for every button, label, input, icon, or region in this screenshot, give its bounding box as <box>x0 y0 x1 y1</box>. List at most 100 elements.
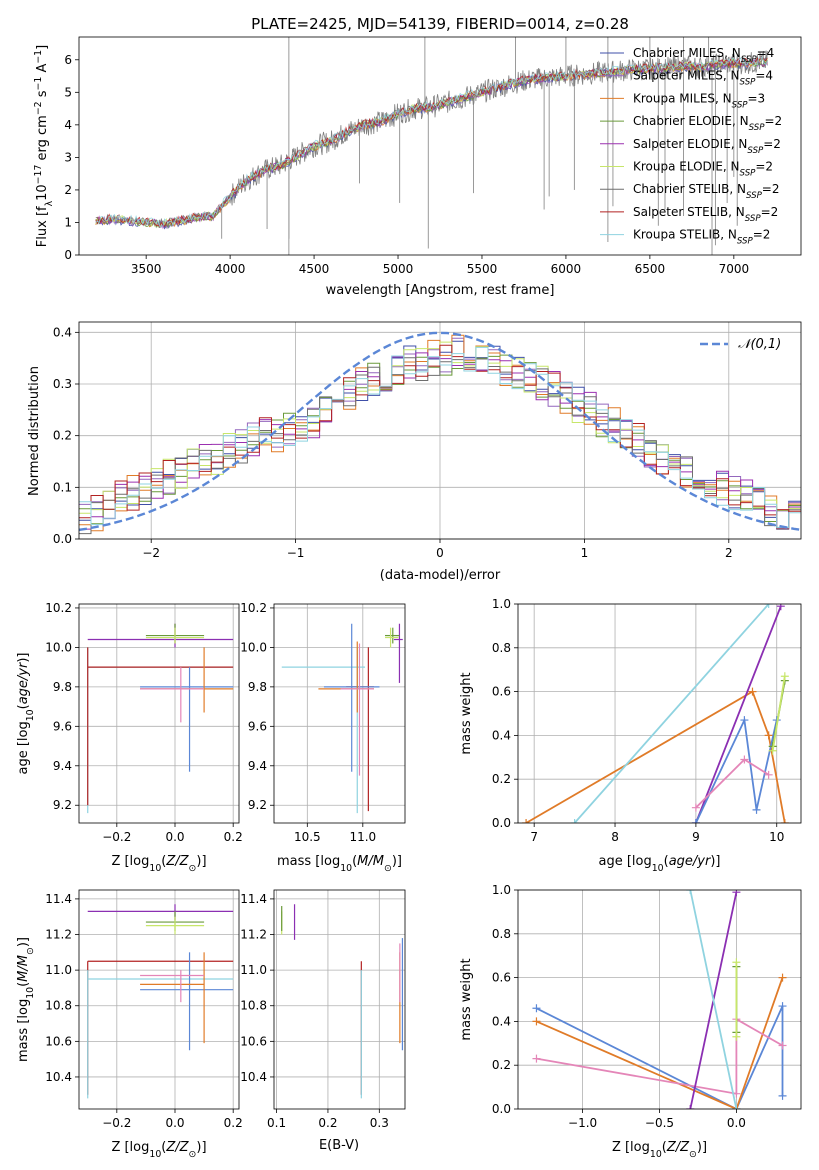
label-part: ( <box>16 704 31 709</box>
label-part: =2 <box>753 228 771 242</box>
label-part: )] <box>697 1140 707 1155</box>
label-part: Kroupa ELODIE, N <box>633 160 740 174</box>
tick-label-x: −0.2 <box>102 1116 131 1130</box>
label-part: age [log <box>598 854 651 869</box>
tick-label-y: 10.2 <box>240 601 267 615</box>
tick-label-y: 0.0 <box>492 816 511 830</box>
tick-label-y: 0.0 <box>492 1102 511 1116</box>
legend-label-salpeter_elodie: Salpeter ELODIE, NSSP=2 <box>633 137 781 156</box>
model-line-salpeter_elodie <box>95 57 768 230</box>
tick-label-y: 0.0 <box>53 532 72 546</box>
panel-age_vs_mass: 10.5 11.0 9.2 9.4 9.6 9.8 10.0 10.2 mass [log10(… <box>240 601 406 874</box>
label-part: =4 <box>755 69 773 83</box>
label-part: mass [log <box>277 854 340 869</box>
tick-label-y: 6 <box>64 53 72 67</box>
weight-line-salpeter_elodie_w <box>695 605 782 823</box>
weight-marker-salpeter_elodie_w <box>686 1105 695 1109</box>
x-axis-label: Z [log10(Z/Z⊙)] <box>111 854 206 874</box>
label-part: SSP <box>732 100 749 110</box>
label-part: 10 <box>340 863 352 874</box>
weight-line-salpeter_miles_w <box>536 1017 783 1095</box>
label-part: )] <box>392 854 402 869</box>
label-part: SSP <box>745 214 762 224</box>
label-part: ] <box>35 45 50 50</box>
label-part: )] <box>710 854 720 869</box>
weight-marker-kroupa_elodie_w <box>732 958 741 967</box>
tick-label-x: 4500 <box>299 262 330 276</box>
label-part: SSP <box>747 146 764 156</box>
tick-label-y: 11.0 <box>240 963 267 977</box>
tick-label-y: 1.0 <box>492 883 511 897</box>
label-part: Z [log <box>111 854 149 869</box>
weight-marker-salpeter_miles_w <box>532 1054 541 1063</box>
label-part: =2 <box>763 137 781 151</box>
axes-frame <box>78 36 802 256</box>
hist-step-chabrier_stelib <box>79 357 801 535</box>
y-axis-label: mass weight <box>459 958 474 1040</box>
tick-label-y: 11.4 <box>240 892 267 906</box>
label-part: )] <box>196 1140 206 1155</box>
label-part: ⊙ <box>689 1149 697 1160</box>
label-part: Z [log <box>612 1140 650 1155</box>
label-part: Kroupa MILES, N <box>633 91 732 105</box>
tick-label-y: 10.6 <box>240 1034 267 1048</box>
tick-label-x: 5000 <box>383 262 414 276</box>
weight-marker-chabrier_miles_w <box>740 716 749 725</box>
label-part: SSP <box>741 55 758 65</box>
label-part: erg cm <box>35 115 50 164</box>
label-part: Salpeter STELIB, N <box>633 205 745 219</box>
x-axis-label: Z [log10(Z/Z⊙)] <box>612 1140 707 1160</box>
weight-marker-kroupa_miles_w <box>778 973 787 982</box>
weight-line-kroupa_elodie_w <box>771 676 786 751</box>
label-part: SSP <box>740 78 757 88</box>
tick-label-y: 2 <box>64 183 72 197</box>
axes-frame <box>78 603 240 824</box>
label-part: M/M <box>16 955 31 982</box>
weight-marker-kroupa_miles_w <box>532 1017 541 1026</box>
weight-marker-kroupa_miles_w <box>764 731 773 740</box>
plot-area <box>281 623 403 814</box>
label-part: ( <box>352 854 357 869</box>
label-part: 10 <box>650 1149 662 1160</box>
label-part: Z/Z <box>666 1140 690 1155</box>
legend-label-salpeter_stelib: Salpeter STELIB, NSSP=2 <box>633 205 778 224</box>
label-part: 10 <box>25 987 36 999</box>
label-part: )] <box>16 937 31 947</box>
label-part: =2 <box>761 205 779 219</box>
tick-label-x: 3500 <box>131 262 162 276</box>
label-part: ( <box>16 982 31 987</box>
weight-marker-chabrier_miles_w <box>532 1004 541 1013</box>
model-line-kroupa_stelib <box>95 56 768 227</box>
figure-title: PLATE=2425, MJD=54139, FIBERID=0014, z=0… <box>251 15 629 33</box>
weight-marker-salpeter_miles_w <box>764 770 773 779</box>
tick-label-x: −0.2 <box>102 830 131 844</box>
tick-label-y: 10.0 <box>240 640 267 654</box>
tick-label-y: 1.0 <box>492 597 511 611</box>
tick-label-y: 11.2 <box>240 928 267 942</box>
x-axis-label: age [log10(age/yr)] <box>598 854 720 874</box>
y-axis-label: Flux [fλ10−17 erg cm−2 s−1 A−1] <box>33 45 55 247</box>
panel-age_vs_Z: −0.2 0.0 0.29.29.49.69.810.010.2Z [log10(Z… <box>16 601 243 874</box>
x-axis-label: E(B-V) <box>319 1138 359 1153</box>
tick-label-y: 9.2 <box>248 798 267 812</box>
weight-marker-kroupa_elodie_w <box>732 1032 741 1041</box>
label-part: =2 <box>764 114 782 128</box>
legend-label-kroupa_stelib: Kroupa STELIB, NSSP=2 <box>633 228 770 247</box>
weight-marker-chabrier_miles_w <box>752 805 761 814</box>
tick-label-x: 7000 <box>719 262 750 276</box>
panel-residuals: −2 −1 0 1 2 0.0 0.1 0.2 0.3 0.4 𝒩(0,1) (data-model)… <box>27 321 802 583</box>
label-part: Z/Z <box>165 1140 189 1155</box>
label-part: ( <box>664 854 669 869</box>
weight-marker-stelib_w <box>764 604 773 608</box>
tick-label-y: 0.8 <box>492 927 511 941</box>
y-axis-label: Normed distribution <box>27 366 42 496</box>
legend-label-chabrier_miles: Chabrier MILES, NSSP=4 <box>633 46 774 65</box>
label-part: )] <box>196 854 206 869</box>
weight-marker-stelib_w <box>732 1105 741 1109</box>
tick-label-y: 5 <box>64 85 72 99</box>
tick-label-x: 11.0 <box>349 830 376 844</box>
label-part: Z/Z <box>165 854 189 869</box>
axes-frame <box>273 889 406 1110</box>
label-part: Flux [f <box>35 206 50 247</box>
label-part: age/yr <box>669 854 712 869</box>
